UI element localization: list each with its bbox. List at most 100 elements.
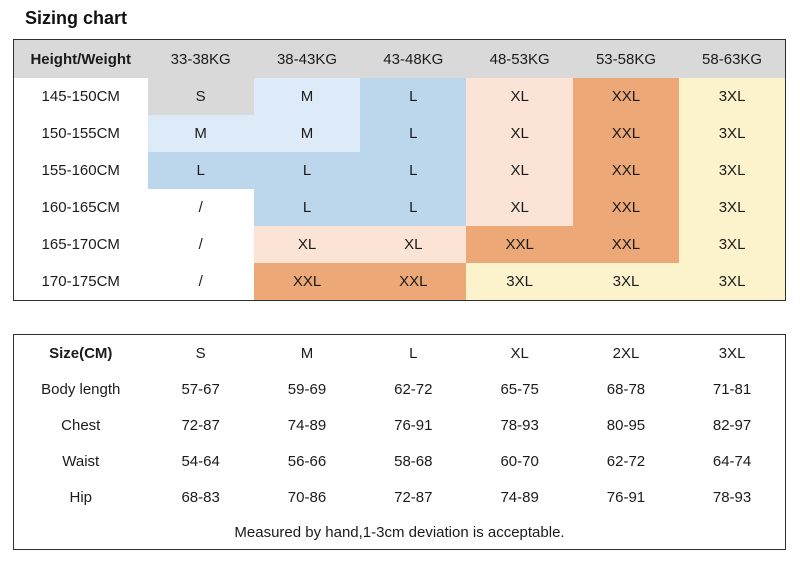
column-header-size-m: M bbox=[253, 334, 361, 371]
size-cell: XL bbox=[466, 78, 573, 115]
measurement-value: 56-66 bbox=[287, 452, 327, 470]
measurement-value: 82-97 bbox=[712, 416, 752, 434]
measurement-row-chest: Chest 72-87 74-89 76-91 78-93 80-95 82-9… bbox=[14, 407, 786, 443]
size-cell: 3XL bbox=[679, 263, 786, 301]
column-header-size-2xl: 2XL bbox=[572, 334, 680, 371]
measurement-value: 80-95 bbox=[606, 416, 646, 434]
size-cell: XL bbox=[466, 152, 573, 189]
column-header-weight-6: 58-63KG bbox=[679, 39, 786, 78]
size-cell: L bbox=[360, 115, 467, 152]
size-cell: L bbox=[253, 189, 361, 226]
measurement-value: 68-78 bbox=[606, 380, 646, 398]
column-header-size-3xl: 3XL bbox=[679, 334, 786, 371]
size-cell: XXL bbox=[572, 226, 680, 263]
measurement-value: 59-69 bbox=[287, 380, 327, 398]
column-header-weight-2: 38-43KG bbox=[253, 39, 361, 78]
size-cell: XL bbox=[360, 226, 467, 263]
column-header-weight-5: 53-58KG bbox=[572, 39, 680, 78]
measurement-value: 62-72 bbox=[394, 380, 433, 398]
column-header-size-cm: Size(CM) bbox=[13, 334, 148, 371]
size-cell: M bbox=[147, 115, 254, 152]
size-cell: 3XL bbox=[679, 115, 786, 152]
size-cell: 3XL bbox=[572, 263, 680, 301]
measurement-row-body-length: Body length 57-67 59-69 62-72 65-75 68-7… bbox=[14, 371, 786, 407]
measurement-row-hip: Hip 68-83 70-86 72-87 74-89 76-91 78-93 bbox=[14, 479, 786, 515]
size-cell: 3XL bbox=[679, 226, 786, 263]
size-matrix-row: 150-155CM M M L XL XXL 3XL bbox=[13, 115, 786, 152]
measurement-value: 62-72 bbox=[606, 452, 646, 470]
measurement-value: 76-91 bbox=[394, 416, 433, 434]
size-matrix-row: 170-175CM / XXL XXL 3XL 3XL 3XL bbox=[13, 263, 786, 301]
size-cell: XL bbox=[253, 226, 361, 263]
size-matrix-table: Height/Weight 33-38KG 38-43KG 43-48KG 48… bbox=[13, 39, 786, 301]
measurement-value: 76-91 bbox=[606, 488, 646, 506]
measurements-header-row: Size(CM) S M L XL 2XL 3XL bbox=[13, 334, 786, 371]
size-cell: XXL bbox=[466, 226, 573, 263]
size-cell: M bbox=[253, 115, 361, 152]
measurement-value: 58-68 bbox=[394, 452, 433, 470]
size-matrix-row: 160-165CM / L L XL XXL 3XL bbox=[13, 189, 786, 226]
row-label-height: 160-165CM bbox=[13, 189, 148, 226]
size-cell: XXL bbox=[572, 78, 680, 115]
column-header-weight-1: 33-38KG bbox=[147, 39, 254, 78]
size-cell: 3XL bbox=[679, 152, 786, 189]
size-cell: XXL bbox=[572, 115, 680, 152]
size-cell: M bbox=[253, 78, 361, 115]
column-header-size-xl: XL bbox=[466, 334, 573, 371]
row-label-height: 155-160CM bbox=[13, 152, 148, 189]
measurement-value: 72-87 bbox=[394, 488, 433, 506]
measurement-value: 71-81 bbox=[712, 380, 752, 398]
size-cell: / bbox=[147, 189, 254, 226]
row-label-measurement: Chest bbox=[61, 416, 101, 434]
page-title: Sizing chart bbox=[25, 8, 128, 28]
measurement-value: 54-64 bbox=[181, 452, 220, 470]
size-cell: XXL bbox=[572, 189, 680, 226]
size-cell: XXL bbox=[253, 263, 361, 301]
column-header-size-s: S bbox=[147, 334, 254, 371]
measurement-value: 57-67 bbox=[181, 380, 220, 398]
size-cell: 3XL bbox=[679, 189, 786, 226]
measurement-value: 74-89 bbox=[287, 416, 327, 434]
size-cell: / bbox=[147, 226, 254, 263]
size-cell: L bbox=[360, 152, 467, 189]
measurement-row-waist: Waist 54-64 56-66 58-68 60-70 62-72 64-7… bbox=[14, 443, 786, 479]
size-cell: 3XL bbox=[466, 263, 573, 301]
measurements-footnote: Measured by hand,1-3cm deviation is acce… bbox=[234, 523, 565, 541]
size-matrix-row: 145-150CM S M L XL XXL 3XL bbox=[13, 78, 786, 115]
column-header-height-weight: Height/Weight bbox=[13, 39, 148, 78]
size-matrix-header-row: Height/Weight 33-38KG 38-43KG 43-48KG 48… bbox=[13, 39, 786, 78]
size-cell: 3XL bbox=[679, 78, 786, 115]
size-cell: L bbox=[253, 152, 361, 189]
column-header-weight-3: 43-48KG bbox=[360, 39, 467, 78]
measurement-value: 78-93 bbox=[500, 416, 539, 434]
row-label-measurement: Waist bbox=[62, 452, 100, 470]
column-header-size-l: L bbox=[360, 334, 467, 371]
size-matrix-row: 155-160CM L L L XL XXL 3XL bbox=[13, 152, 786, 189]
size-cell: XL bbox=[466, 189, 573, 226]
size-cell: XL bbox=[466, 115, 573, 152]
measurement-value: 74-89 bbox=[500, 488, 539, 506]
size-cell: XXL bbox=[360, 263, 467, 301]
measurement-value: 72-87 bbox=[181, 416, 220, 434]
row-label-measurement: Body length bbox=[41, 380, 121, 398]
measurement-value: 78-93 bbox=[712, 488, 752, 506]
measurement-value: 64-74 bbox=[712, 452, 752, 470]
size-cell: L bbox=[360, 78, 467, 115]
size-cell: L bbox=[360, 189, 467, 226]
measurements-footnote-row: Measured by hand,1-3cm deviation is acce… bbox=[14, 515, 786, 550]
row-label-height: 145-150CM bbox=[13, 78, 148, 115]
row-label-measurement: Hip bbox=[69, 488, 92, 506]
row-label-height: 150-155CM bbox=[13, 115, 148, 152]
measurement-value: 68-83 bbox=[181, 488, 220, 506]
size-cell: L bbox=[147, 152, 254, 189]
size-matrix-row: 165-170CM / XL XL XXL XXL 3XL bbox=[13, 226, 786, 263]
row-label-height: 170-175CM bbox=[13, 263, 148, 301]
measurements-table: Size(CM) S M L XL 2XL 3XL Body length 57… bbox=[13, 334, 786, 550]
size-cell: / bbox=[147, 263, 254, 301]
row-label-height: 165-170CM bbox=[13, 226, 148, 263]
measurement-value: 60-70 bbox=[500, 452, 539, 470]
column-header-weight-4: 48-53KG bbox=[466, 39, 573, 78]
measurement-value: 65-75 bbox=[500, 380, 539, 398]
size-cell: S bbox=[147, 78, 254, 115]
